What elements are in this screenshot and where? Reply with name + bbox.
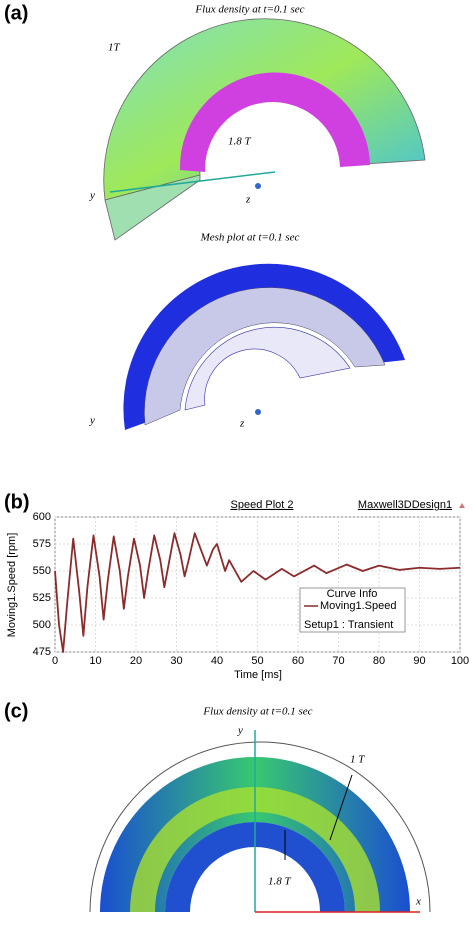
legend	[299, 587, 406, 633]
annotation: 1T	[108, 42, 121, 54]
x-tick-label: 40	[211, 655, 223, 667]
annotation: 1.8 T	[228, 136, 252, 148]
line	[54, 532, 461, 653]
axis-label: x	[415, 896, 421, 908]
x-tick-label: 0	[52, 655, 58, 667]
stator-flux-edge	[104, 174, 201, 241]
x-tick-label: 10	[89, 655, 101, 667]
leader	[329, 774, 353, 841]
panel-title: Flux density at t=0.1 sec	[194, 4, 304, 16]
rotor-flux	[165, 822, 345, 912]
x-tick-label: 100	[451, 655, 469, 667]
axis-label: y	[237, 725, 243, 737]
chart-title: Speed Plot 2	[231, 499, 294, 511]
rotor-flux	[179, 72, 370, 172]
x-tick-label: 90	[413, 655, 425, 667]
origin	[255, 183, 261, 189]
origin	[255, 409, 261, 415]
rotor-mesh	[184, 327, 351, 411]
panel-label: (a)	[4, 2, 28, 24]
y-tick-label: 550	[33, 565, 51, 577]
x-axis-label: Time [ms]	[234, 669, 282, 681]
teeth-flux	[130, 787, 380, 912]
x-tick-label: 30	[170, 655, 182, 667]
annotation: 1.8 T	[268, 876, 292, 888]
legend-label: Moving1.Speed	[320, 600, 396, 612]
icon	[459, 503, 465, 508]
x-tick-label: 20	[130, 655, 142, 667]
axis-label: y	[89, 415, 95, 427]
y-tick-label: 475	[33, 646, 51, 658]
y-tick-label: 500	[33, 619, 51, 631]
y-tick-label: 575	[33, 538, 51, 550]
axis-label: z	[239, 418, 245, 430]
y-tick-label: 525	[33, 592, 51, 604]
x-tick-label: 80	[373, 655, 385, 667]
slots-mesh	[144, 287, 386, 426]
panel-title: Mesh plot at t=0.1 sec	[200, 232, 300, 244]
stator-mesh	[123, 263, 406, 430]
panel-label: (b)	[4, 491, 30, 513]
y-tick-label: 600	[33, 511, 51, 523]
x-tick-label: 60	[292, 655, 304, 667]
panel-title: Flux density at t=0.1 sec	[202, 706, 312, 718]
y-axis-label: Moving1.Speed [rpm]	[6, 533, 18, 638]
stator-flux	[100, 757, 410, 912]
annotation: 1 T	[350, 754, 365, 766]
x-tick-label: 70	[332, 655, 344, 667]
legend-title: Curve Info	[327, 588, 378, 600]
outline	[89, 741, 431, 913]
x-tick-label: 50	[251, 655, 263, 667]
axis	[109, 171, 276, 193]
axis-label: z	[245, 194, 251, 206]
chart: (b) Speed Plot 2 Maxwell3DDesign1 Time […	[4, 491, 469, 681]
chart-subtitle: Maxwell3DDesign1	[358, 499, 452, 511]
panel-label: (c)	[4, 700, 28, 722]
axis-label: y	[89, 190, 95, 202]
legend-note: Setup1 : Transient	[304, 619, 393, 631]
